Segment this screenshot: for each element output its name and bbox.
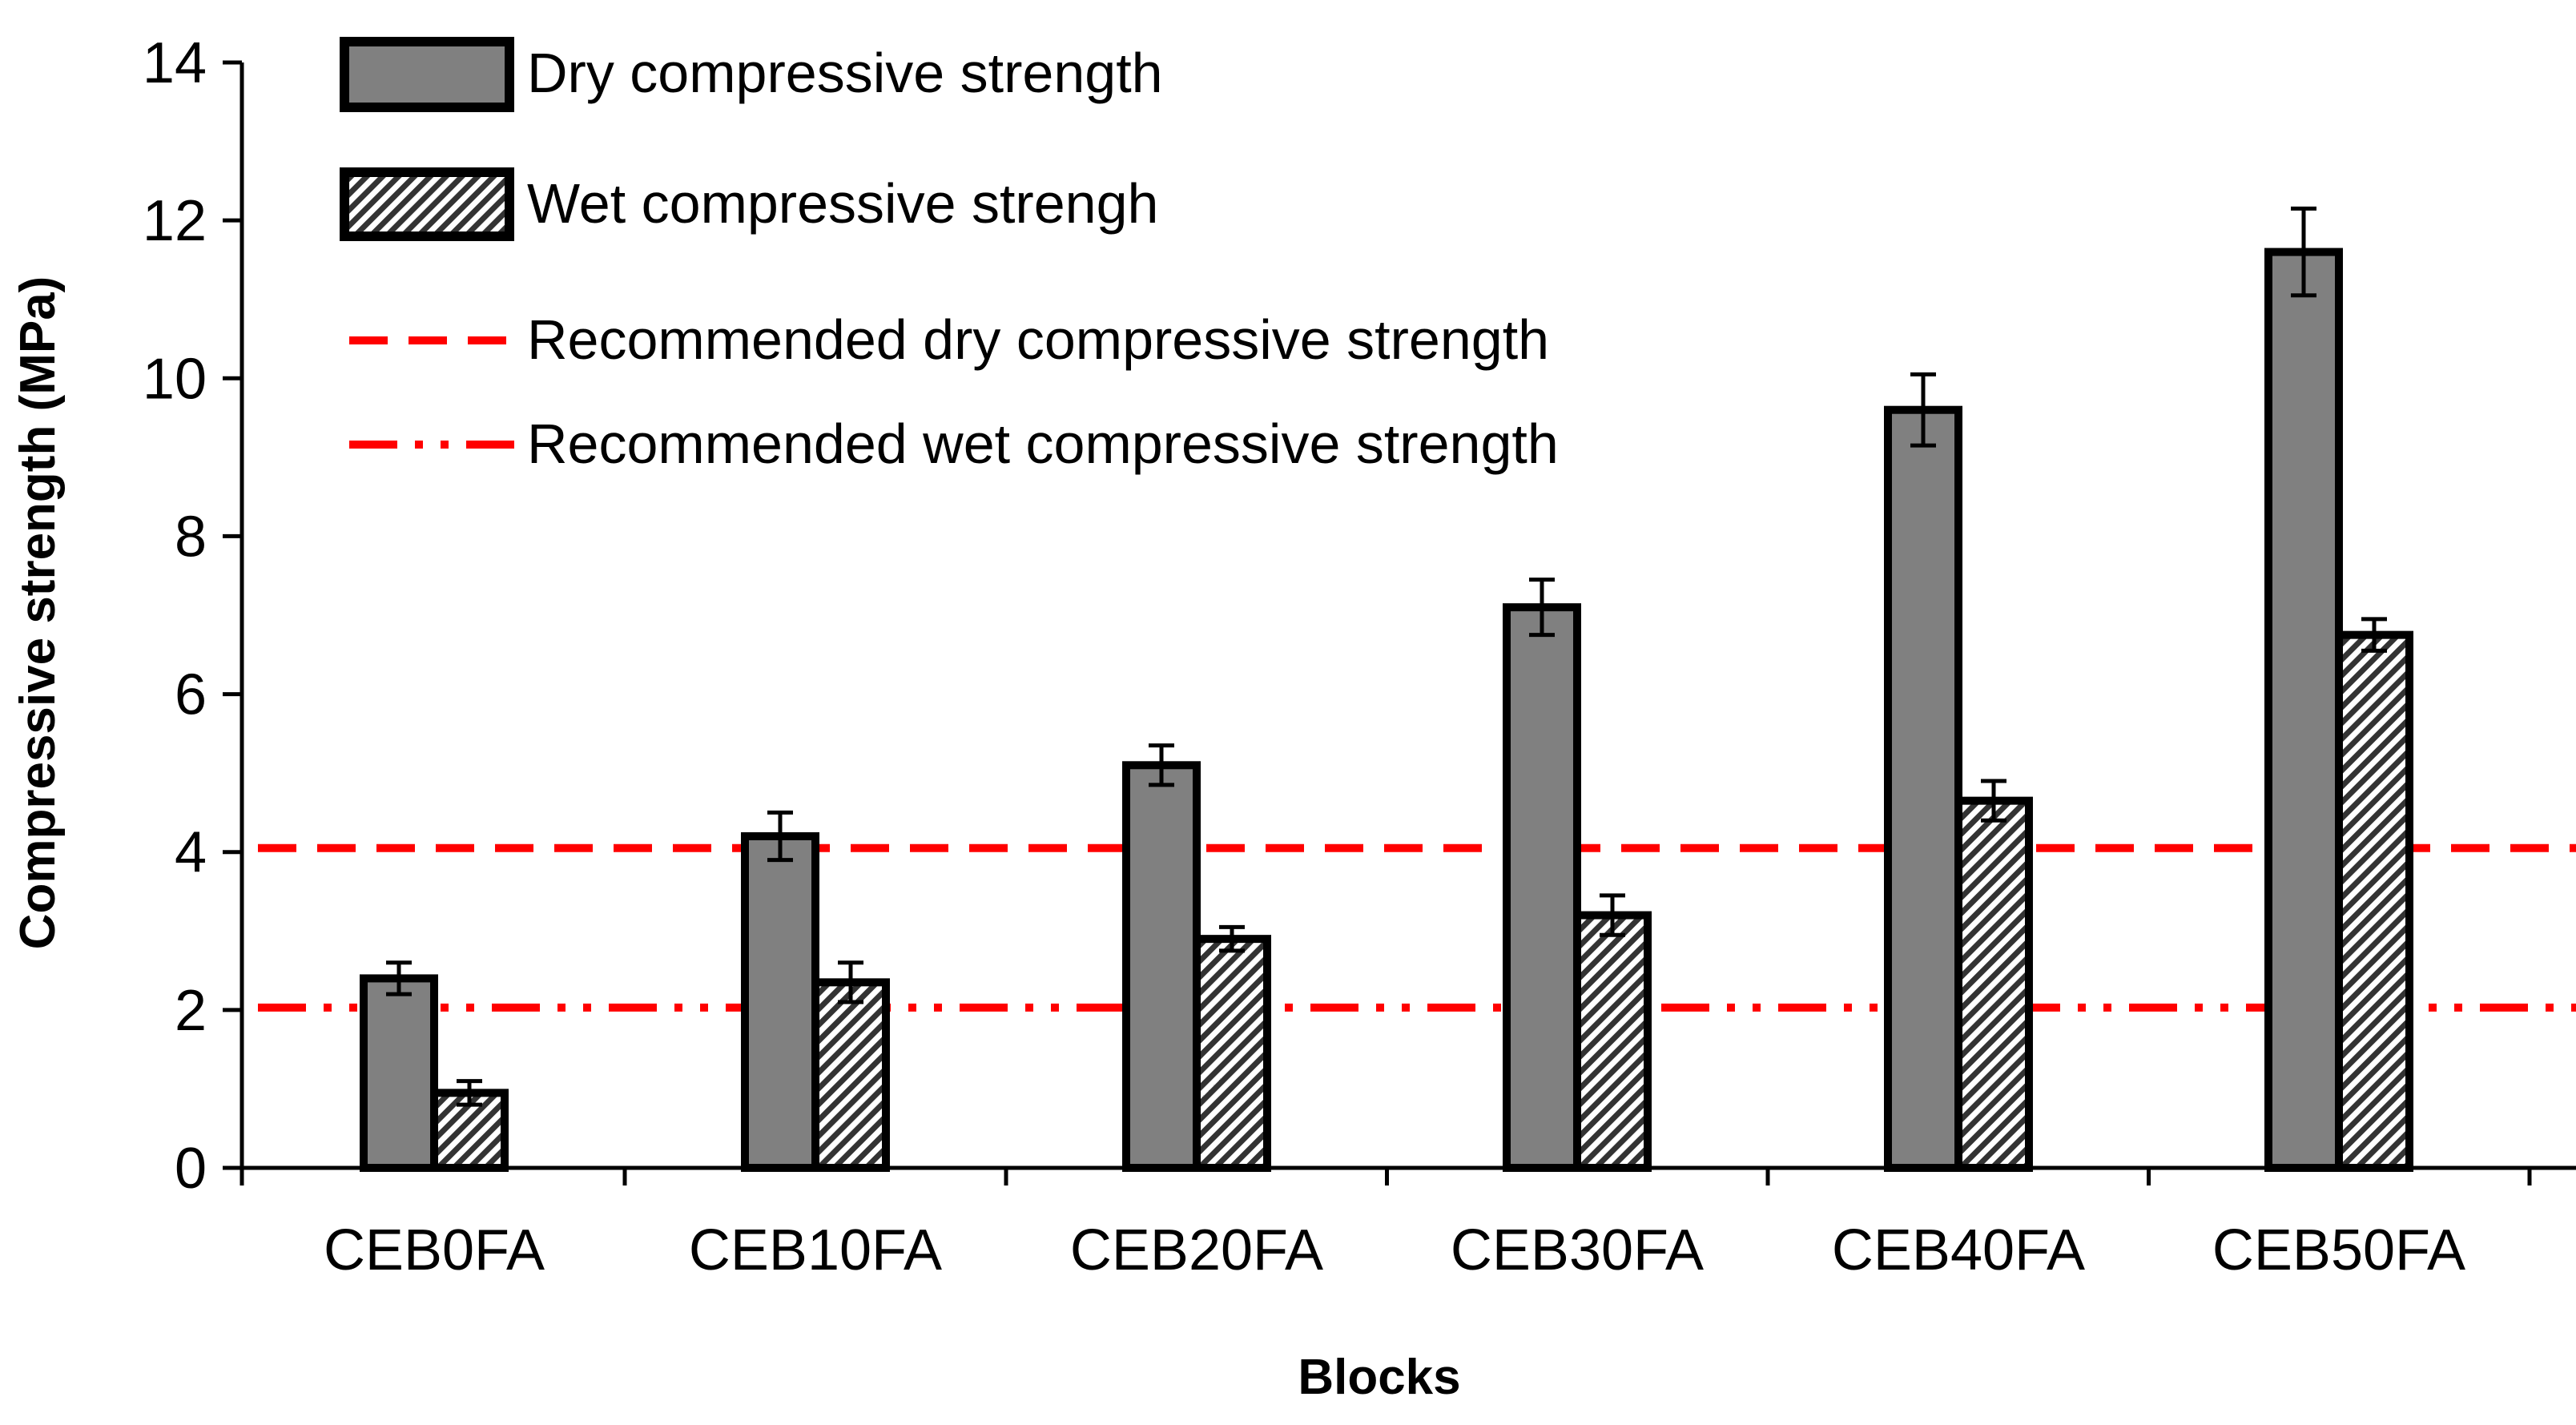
legend-label-dry: Dry compressive strength: [527, 42, 1163, 104]
dry-error-bar-ceb10fa: [767, 810, 793, 863]
y-tick-label-2: 2: [175, 979, 207, 1043]
wet-bar-ceb50fa: [2335, 630, 2413, 1172]
dry-bar-ceb10fa: [741, 832, 819, 1172]
y-tick-label-6: 6: [175, 663, 207, 727]
dry-bar-ceb30fa: [1503, 603, 1581, 1172]
dry-bar-ceb40fa: [1884, 405, 1962, 1172]
wet-error-bar-ceb20fa: [1219, 924, 1245, 953]
wet-error-bar-ceb40fa: [1981, 779, 2006, 823]
legend-label-wet: Wet compressive strengh: [527, 172, 1158, 235]
wet-bar-ceb30fa: [1573, 911, 1652, 1172]
dry-error-bar-ceb0fa: [386, 960, 412, 996]
legend-swatch-wet: [340, 167, 514, 241]
x-tick-label-ceb30fa: CEB30FA: [1451, 1218, 1704, 1282]
x-tick-label-ceb0fa: CEB0FA: [324, 1218, 545, 1282]
dry-error-bar-ceb40fa: [1910, 372, 1936, 448]
y-tick-label-0: 0: [175, 1137, 207, 1201]
y-tick-label-4: 4: [175, 821, 207, 885]
wet-bar-ceb40fa: [1954, 796, 2033, 1173]
x-tick-label-ceb10fa: CEB10FA: [689, 1218, 942, 1282]
y-tick-label-10: 10: [143, 347, 207, 411]
y-axis-title: Compressive strength (MPa): [10, 276, 66, 950]
y-tick-label-8: 8: [175, 505, 207, 569]
legend-label-recommended-dry: Recommended dry compressive strength: [527, 308, 1549, 371]
y-tick-label-12: 12: [143, 189, 207, 253]
x-axis-title: Blocks: [1298, 1350, 1460, 1405]
dry-error-bar-ceb20fa: [1149, 743, 1174, 787]
dry-error-bar-ceb30fa: [1529, 578, 1555, 638]
wet-bar-ceb20fa: [1193, 935, 1271, 1172]
wet-bar-ceb10fa: [811, 978, 890, 1173]
x-tick-label-ceb40fa: CEB40FA: [1832, 1218, 2085, 1282]
wet-error-bar-ceb50fa: [2361, 617, 2387, 653]
dry-error-bar-ceb50fa: [2291, 206, 2316, 298]
x-tick-label-ceb20fa: CEB20FA: [1070, 1218, 1323, 1282]
legend-label-recommended-wet: Recommended wet compressive strength: [527, 413, 1559, 475]
legend-swatch-dry: [340, 37, 514, 112]
y-tick-label-14: 14: [143, 31, 207, 95]
x-tick-label-ceb50fa: CEB50FA: [2212, 1218, 2465, 1282]
dry-bar-ceb0fa: [360, 974, 438, 1173]
dry-bar-ceb20fa: [1122, 761, 1201, 1172]
dry-bar-ceb50fa: [2264, 248, 2343, 1173]
wet-error-bar-ceb0fa: [457, 1079, 482, 1107]
wet-error-bar-ceb30fa: [1600, 893, 1625, 937]
wet-error-bar-ceb10fa: [838, 960, 863, 1004]
